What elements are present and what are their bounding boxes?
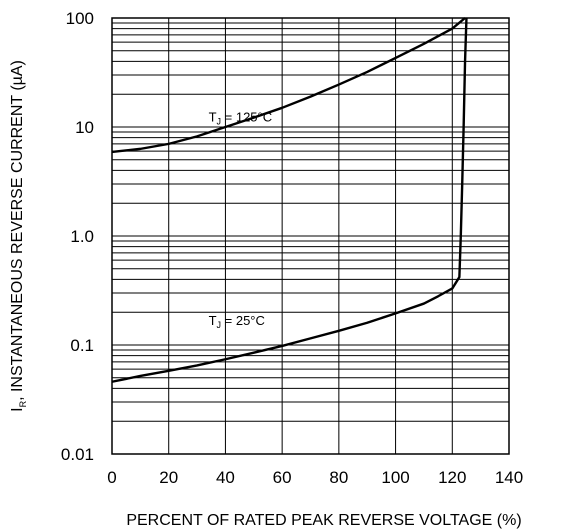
series-label-rest: = 125°C	[221, 109, 272, 124]
y-tick-label: 0.01	[61, 445, 94, 464]
series-label-prefix: T	[209, 313, 217, 328]
series-label-subscript: J	[217, 116, 222, 126]
y-tick-label: 0.1	[70, 336, 94, 355]
x-tick-label: 60	[273, 468, 292, 487]
y-tick-label: 100	[66, 9, 94, 28]
y-axis-title: IR, INSTANTANEOUS REVERSE CURRENT (µA)	[9, 60, 28, 412]
y-tick-label: 1.0	[70, 227, 94, 246]
series-label-prefix: T	[209, 109, 217, 124]
x-tick-label: 0	[107, 468, 116, 487]
series-line-1	[111, 17, 466, 154]
series-labels: TJ = 125°CTJ = 25°C	[209, 109, 273, 329]
series-label: TJ = 125°C	[209, 109, 273, 126]
series-line-2	[111, 17, 468, 383]
x-tick-label: 40	[216, 468, 235, 487]
series-label: TJ = 25°C	[209, 313, 265, 330]
x-tick-label: 120	[438, 468, 466, 487]
x-tick-label: 140	[495, 468, 523, 487]
y-axis-title-rest: , INSTANTANEOUS REVERSE CURRENT (µA)	[9, 60, 26, 401]
x-tick-label: 20	[159, 468, 178, 487]
grid-lines	[112, 18, 509, 454]
series-label-subscript: J	[217, 320, 222, 330]
series-label-rest: = 25°C	[221, 313, 265, 328]
x-tick-label: 100	[381, 468, 409, 487]
plot-frame	[111, 17, 510, 455]
y-tick-labels: 100 10 1.0 0.1 0.01	[61, 9, 94, 464]
curves	[111, 17, 468, 383]
x-axis-title: PERCENT OF RATED PEAK REVERSE VOLTAGE (%…	[126, 512, 521, 529]
y-axis-title-prefix: I	[9, 407, 26, 411]
x-tick-label: 80	[329, 468, 348, 487]
y-tick-label: 10	[75, 118, 94, 137]
x-tick-labels: 0 20 40 60 80 100 120 140	[107, 468, 523, 487]
y-axis-title-subscript: R	[18, 400, 28, 407]
